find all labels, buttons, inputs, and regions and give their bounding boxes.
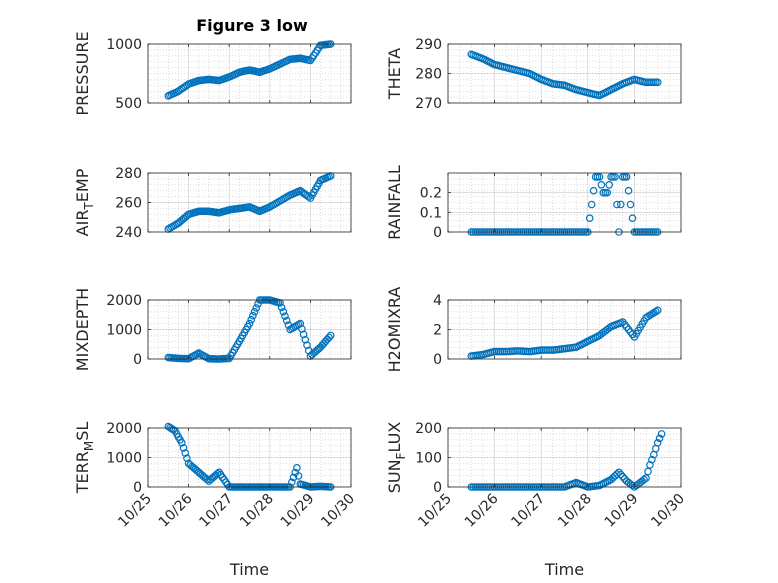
h2omixra-point	[605, 324, 614, 332]
terr-msl-xlabel: Time	[229, 560, 269, 579]
rainfall-point	[616, 200, 625, 209]
sun-flux-point	[657, 430, 666, 438]
h2omixra-point	[651, 307, 660, 316]
sun-flux-point	[653, 438, 662, 447]
rainfall-point	[605, 181, 614, 189]
h2omixra-point	[644, 312, 652, 321]
rainfall-ytick-label: 0	[433, 225, 442, 241]
rainfall-ylabel: RAINFALL	[385, 165, 404, 240]
theta-ylabel: THETA	[385, 48, 404, 100]
theta-series	[467, 50, 662, 100]
terr-msl-point	[183, 454, 191, 463]
mixdepth-point	[282, 316, 291, 325]
terr-msl-point	[294, 472, 303, 480]
pressure-ytick-label: 1000	[106, 37, 142, 53]
h2omixra-ytick-label: 0	[433, 352, 442, 368]
rainfall-point	[603, 188, 612, 197]
terr-msl-point	[213, 469, 222, 478]
sun-flux-point	[618, 472, 627, 481]
mixdepth-point	[247, 315, 256, 324]
rainfall-point	[626, 200, 635, 209]
pressure-ylabel: PRESSURE	[73, 31, 92, 115]
rainfall-point	[585, 214, 594, 223]
pressure-series	[164, 40, 335, 100]
mixdepth-point	[279, 307, 288, 316]
subplot-rainfall: 0 0.1 0.2 RAINFALL	[385, 165, 682, 241]
sun-flux-ytick-label: 0	[433, 480, 442, 496]
pressure-ytick-label: 500	[115, 96, 142, 112]
h2omixra-ylabel: H2OMIXRA	[385, 287, 404, 373]
sun-flux-point	[615, 468, 623, 477]
sun-flux-point	[616, 470, 625, 479]
rainfall-point	[587, 200, 596, 209]
terr-msl-point	[181, 449, 190, 457]
mixdepth-point	[245, 319, 254, 328]
rainfall-ytick-label: 0.2	[420, 186, 442, 202]
sun-flux-ylabel: SUNFLUX	[385, 422, 408, 494]
sun-flux-point	[655, 434, 664, 443]
mixdepth-point	[250, 307, 259, 316]
terr-msl-point	[293, 463, 301, 472]
subplot-pressure: 500 1000 PRESSURE	[73, 31, 352, 116]
mixdepth-point	[325, 333, 333, 342]
mixdepth-point	[326, 331, 335, 340]
theta-ytick-label: 290	[415, 37, 442, 53]
sun-flux-ytick-label: 100	[415, 451, 442, 467]
terr-msl-point	[178, 438, 186, 447]
sun-flux-point	[648, 455, 656, 464]
terr-msl-point	[203, 475, 212, 484]
subplot-theta: 270 280 290 THETA	[385, 37, 682, 112]
air-temp-ylabel: AIRTEMP	[73, 168, 96, 236]
sun-flux-point	[644, 467, 652, 476]
terr-msl-ylabel: TERRMSL	[73, 422, 96, 495]
terr-msl-point	[289, 473, 298, 482]
mixdepth-point	[252, 304, 261, 312]
rainfall-point	[597, 181, 606, 189]
mixdepth-ytick-label: 2000	[106, 293, 142, 309]
terr-msl-ytick-label: 2000	[106, 421, 142, 437]
rainfall-point	[628, 214, 637, 223]
h2omixra-ytick-label: 4	[433, 293, 442, 309]
rainfall-ytick-label: 0.1	[420, 205, 442, 221]
h2omixra-ytick-label: 2	[433, 323, 442, 339]
sun-flux-xlabel: Time	[544, 560, 584, 579]
figure-title: Figure 3 low	[196, 16, 308, 35]
pressure-axes-box	[147, 43, 352, 104]
rainfall-point	[589, 186, 598, 195]
air-temp-grid	[147, 172, 352, 233]
h2omixra-point	[653, 306, 662, 315]
air-temp-series	[164, 172, 335, 233]
h2omixra-series	[467, 306, 662, 360]
subplot-mixdepth: 0 1000 2000 MIXDEPTH	[73, 288, 352, 371]
rainfall-point	[611, 173, 619, 181]
theta-ytick-label: 280	[415, 67, 442, 83]
subplot-h2omixra: 0 2 4 H2OMIXRA	[385, 287, 682, 373]
air-temp-ytick-label: 260	[115, 196, 142, 212]
subplot-air-temp: 240 260 280 AIRTEMP	[73, 166, 352, 241]
mixdepth-ytick-label: 1000	[106, 323, 142, 339]
sun-flux-point	[642, 474, 650, 482]
sun-flux-ytick-label: 200	[415, 421, 442, 437]
terr-msl-point	[179, 444, 188, 452]
mixdepth-ylabel: MIXDEPTH	[73, 288, 92, 371]
terr-msl-point	[287, 478, 296, 487]
mixdepth-point	[277, 303, 286, 312]
air-temp-ytick-label: 240	[115, 225, 142, 241]
sun-flux-point	[640, 475, 648, 484]
air-temp-ytick-label: 280	[115, 166, 142, 182]
terr-msl-ytick-label: 1000	[106, 451, 142, 467]
mixdepth-ytick-label: 0	[133, 352, 142, 368]
terr-msl-ytick-label: 0	[133, 480, 142, 496]
mixdepth-point	[296, 319, 305, 328]
mixdepth-point	[249, 311, 257, 320]
rainfall-point	[622, 173, 631, 181]
rainfall-point	[613, 200, 621, 209]
rainfall-axes-box	[447, 172, 682, 233]
theta-ytick-label: 270	[415, 96, 442, 112]
mixdepth-point	[281, 312, 289, 321]
rainfall-point	[624, 186, 633, 195]
theta-point	[653, 78, 662, 87]
rainfall-point	[595, 173, 604, 181]
